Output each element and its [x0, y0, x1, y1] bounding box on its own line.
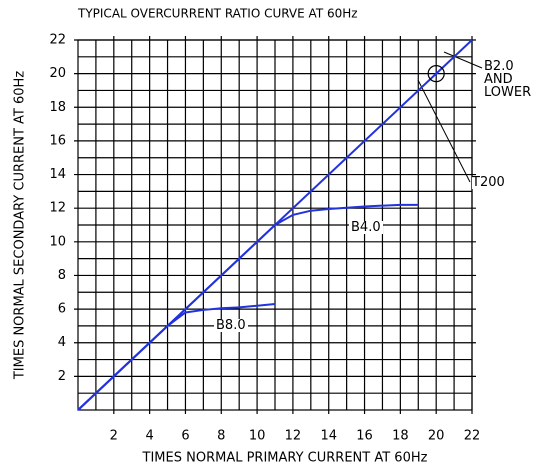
- leader-line: [417, 79, 471, 183]
- x-tick-label: 8: [217, 429, 225, 444]
- x-tick-label: 22: [464, 429, 481, 444]
- x-tick-label: 12: [285, 429, 302, 444]
- x-tick-label: 18: [392, 429, 409, 444]
- x-axis-label: TIMES NORMAL PRIMARY CURRENT AT 60Hz: [142, 451, 428, 466]
- series-line: [77, 303, 276, 411]
- y-axis-label: TIMES NORMAL SECONDARY CURRENT AT 60Hz: [13, 71, 28, 380]
- x-tick-label: 2: [110, 429, 118, 444]
- y-tick-label: 6: [58, 302, 66, 317]
- plot-border: [77, 39, 473, 411]
- y-tick-label: 8: [58, 268, 66, 283]
- marker: [427, 65, 445, 83]
- y-tick-label: 2: [58, 369, 66, 384]
- x-tick-label: 14: [320, 429, 337, 444]
- x-tick-label: 6: [181, 429, 189, 444]
- y-tick-label: 4: [58, 335, 66, 350]
- marker-label: T200: [472, 175, 505, 190]
- chart-title: TYPICAL OVERCURRENT RATIO CURVE AT 60Hz: [77, 7, 358, 21]
- x-tick-label: 10: [249, 429, 266, 444]
- x-tick-label: 20: [428, 429, 445, 444]
- y-tick-label: 10: [49, 234, 66, 249]
- series-line: [77, 203, 419, 411]
- y-tick-label: 20: [49, 66, 66, 81]
- series-label: B4.0: [349, 220, 383, 235]
- leader-line: [443, 51, 483, 69]
- y-tick-label: 14: [49, 167, 66, 182]
- x-tick-label: 4: [145, 429, 153, 444]
- series-label: B2.0 AND LOWER: [484, 59, 532, 100]
- y-tick-label: 12: [49, 201, 66, 216]
- y-tick-label: 18: [49, 100, 66, 115]
- y-tick-label: 22: [49, 33, 66, 48]
- y-tick-label: 16: [49, 133, 66, 148]
- x-tick-label: 16: [356, 429, 373, 444]
- series-label: B8.0: [214, 318, 248, 333]
